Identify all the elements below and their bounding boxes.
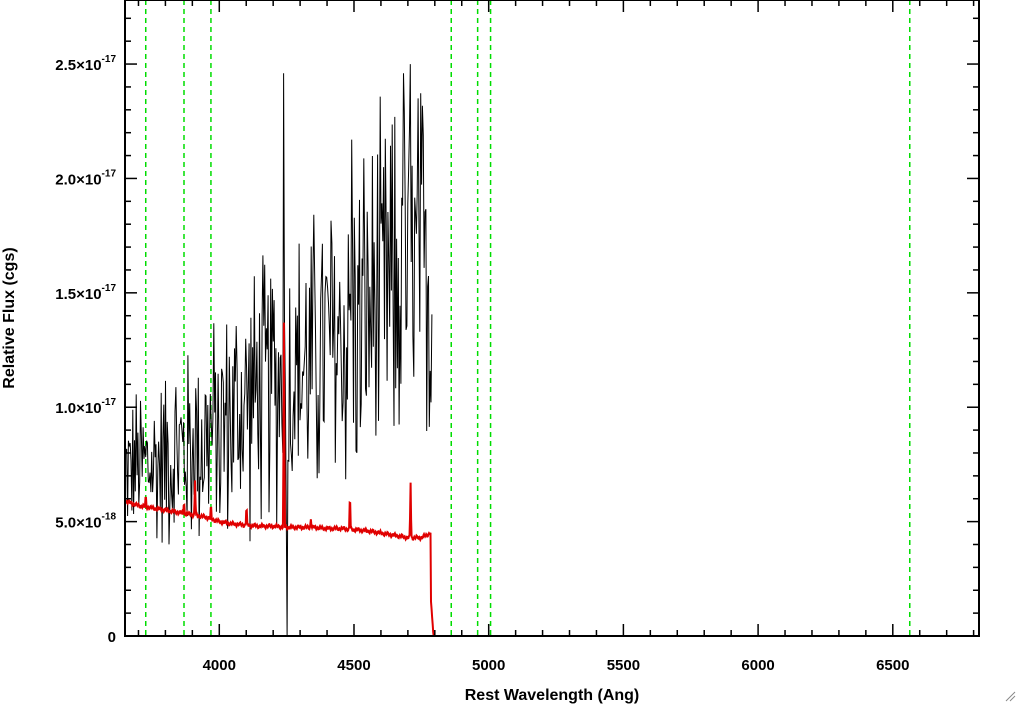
x-axis-title: Rest Wavelength (Ang) [465,687,640,704]
plot-background [125,0,979,636]
y-axis-title: Relative Flux (cgs) [1,247,18,388]
y-tick-label: 1.0×10-17 [55,397,116,417]
y-tick-label: 2.5×10-17 [55,54,116,74]
x-tick-label: 4500 [337,657,370,674]
y-tick-label: 1.5×10-17 [55,283,116,303]
resize-grip-icon[interactable] [1004,690,1016,702]
observed-spectrum-line [124,64,433,637]
x-tick-labels: 4000 4500 5000 5500 6000 6500 [203,657,910,674]
y-tick-label: 0 [108,629,116,646]
x-tick-label: 6000 [741,657,774,674]
x-tick-label: 4000 [203,657,236,674]
x-tick-label: 5000 [472,657,505,674]
y-tick-labels: 0 5.0×10-18 1.0×10-17 1.5×10-17 2.0×10-17 2.5… [55,54,116,646]
x-tick-label: 5500 [607,657,640,674]
plot-frame [124,0,980,637]
y-tick-label: 2.0×10-17 [55,168,116,188]
y-tick-label: 5.0×10-18 [55,512,116,532]
x-tick-label: 6500 [876,657,909,674]
axis-ticks [125,0,979,637]
reference-lines [144,0,911,636]
